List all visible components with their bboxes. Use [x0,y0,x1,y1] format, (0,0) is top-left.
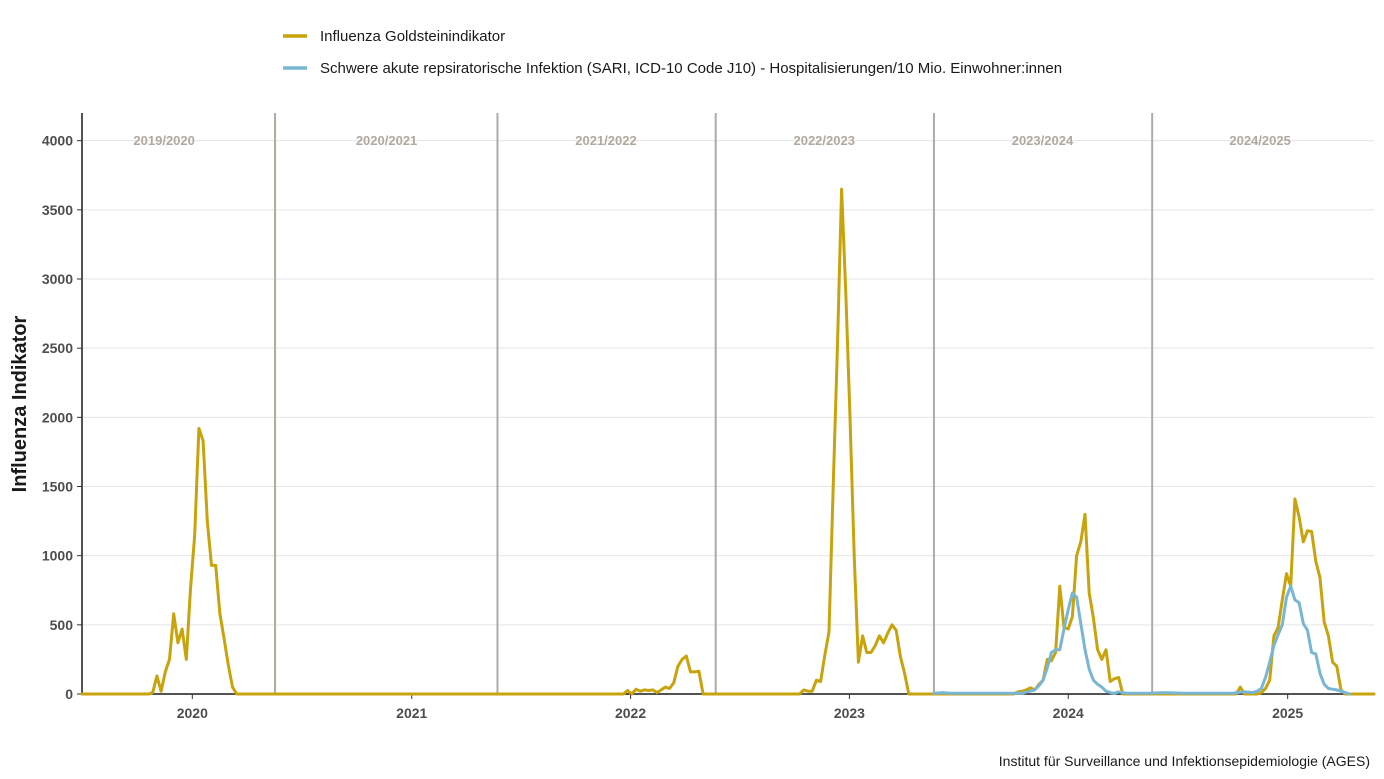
y-tick-label-2000: 2000 [42,409,73,425]
gridlines [82,140,1374,626]
legend-label-sari: Schwere akute repsiratorische Infektion … [320,60,1062,77]
x-tick-label-2021: 2021 [396,705,427,721]
season-labels: 2019/2020 2020/2021 2021/2022 2022/2023 2023… [133,133,1290,148]
season-label-2023-2024: 2023/2024 [1012,133,1074,148]
series-line-sari [932,584,1351,696]
season-label-2022-2023: 2022/2023 [793,133,854,148]
source-caption: Institut für Surveillance und Infektions… [999,753,1370,769]
y-tick-label-1000: 1000 [42,548,73,564]
y-tick-label-4000: 4000 [42,133,73,149]
season-dividers [274,113,1154,694]
y-tick-labels: 0 500 1000 1500 2000 2500 3000 3500 4000 [42,133,82,702]
y-tick-label-3000: 3000 [42,271,73,287]
legend-label-goldstein: Influenza Goldsteinindikator [320,28,505,45]
legend-item-sari: Schwere akute repsiratorische Infektion … [283,60,1062,77]
legend: Influenza Goldsteinindikator Schwere aku… [283,28,1062,77]
x-tick-label-2025: 2025 [1272,705,1303,721]
series-line-goldstein [80,187,1376,696]
x-tick-label-2022: 2022 [615,705,646,721]
x-tick-label-2024: 2024 [1053,705,1084,721]
x-tick-label-2023: 2023 [834,705,865,721]
season-label-2021-2022: 2021/2022 [575,133,636,148]
season-label-2020-2021: 2020/2021 [356,133,417,148]
x-tick-label-2020: 2020 [177,705,208,721]
season-label-2019-2020: 2019/2020 [133,133,194,148]
y-axis-label: Influenza Indikator [9,315,31,492]
y-tick-label-0: 0 [65,686,73,702]
x-tick-labels: 2020 2021 2022 2023 2024 2025 [177,694,1303,721]
series-lines [80,187,1376,696]
y-tick-label-3500: 3500 [42,202,73,218]
y-tick-label-2500: 2500 [42,340,73,356]
season-label-2024-2025: 2024/2025 [1229,133,1290,148]
y-tick-label-1500: 1500 [42,479,73,495]
legend-item-goldstein: Influenza Goldsteinindikator [283,28,505,45]
y-tick-label-500: 500 [50,617,74,633]
